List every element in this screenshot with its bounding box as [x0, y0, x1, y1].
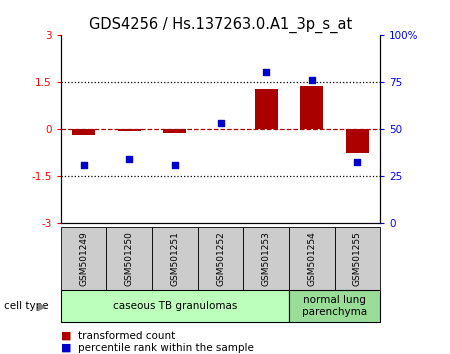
Text: cell type: cell type: [4, 301, 49, 311]
Bar: [61, 227, 106, 290]
Bar: [72, 129, 95, 136]
Bar: [289, 227, 335, 290]
Bar: [243, 227, 289, 290]
Bar: [106, 227, 152, 290]
Text: transformed count: transformed count: [78, 331, 175, 341]
Point: [262, 69, 270, 75]
Point: [217, 120, 224, 126]
Text: GSM501252: GSM501252: [216, 231, 225, 286]
Bar: [255, 88, 278, 129]
Text: ▶: ▶: [38, 301, 47, 311]
Bar: [118, 129, 140, 131]
Point: [80, 162, 87, 168]
Point: [126, 156, 133, 162]
Text: GSM501254: GSM501254: [307, 231, 316, 286]
Point: [308, 77, 315, 82]
Bar: [289, 290, 380, 322]
Bar: [301, 86, 323, 129]
Bar: [152, 227, 198, 290]
Text: GSM501250: GSM501250: [125, 231, 134, 286]
Bar: [61, 290, 289, 322]
Text: GSM501253: GSM501253: [261, 231, 270, 286]
Text: normal lung
parenchyma: normal lung parenchyma: [302, 295, 367, 317]
Text: ■: ■: [61, 343, 71, 353]
Text: GSM501255: GSM501255: [353, 231, 362, 286]
Text: percentile rank within the sample: percentile rank within the sample: [78, 343, 254, 353]
Title: GDS4256 / Hs.137263.0.A1_3p_s_at: GDS4256 / Hs.137263.0.A1_3p_s_at: [89, 16, 352, 33]
Point: [354, 159, 361, 165]
Bar: [346, 129, 369, 153]
Bar: [163, 129, 186, 133]
Text: caseous TB granulomas: caseous TB granulomas: [112, 301, 237, 311]
Text: GSM501251: GSM501251: [171, 231, 180, 286]
Text: ■: ■: [61, 331, 71, 341]
Bar: [335, 227, 380, 290]
Point: [171, 162, 179, 168]
Bar: [198, 227, 243, 290]
Text: GSM501249: GSM501249: [79, 231, 88, 286]
